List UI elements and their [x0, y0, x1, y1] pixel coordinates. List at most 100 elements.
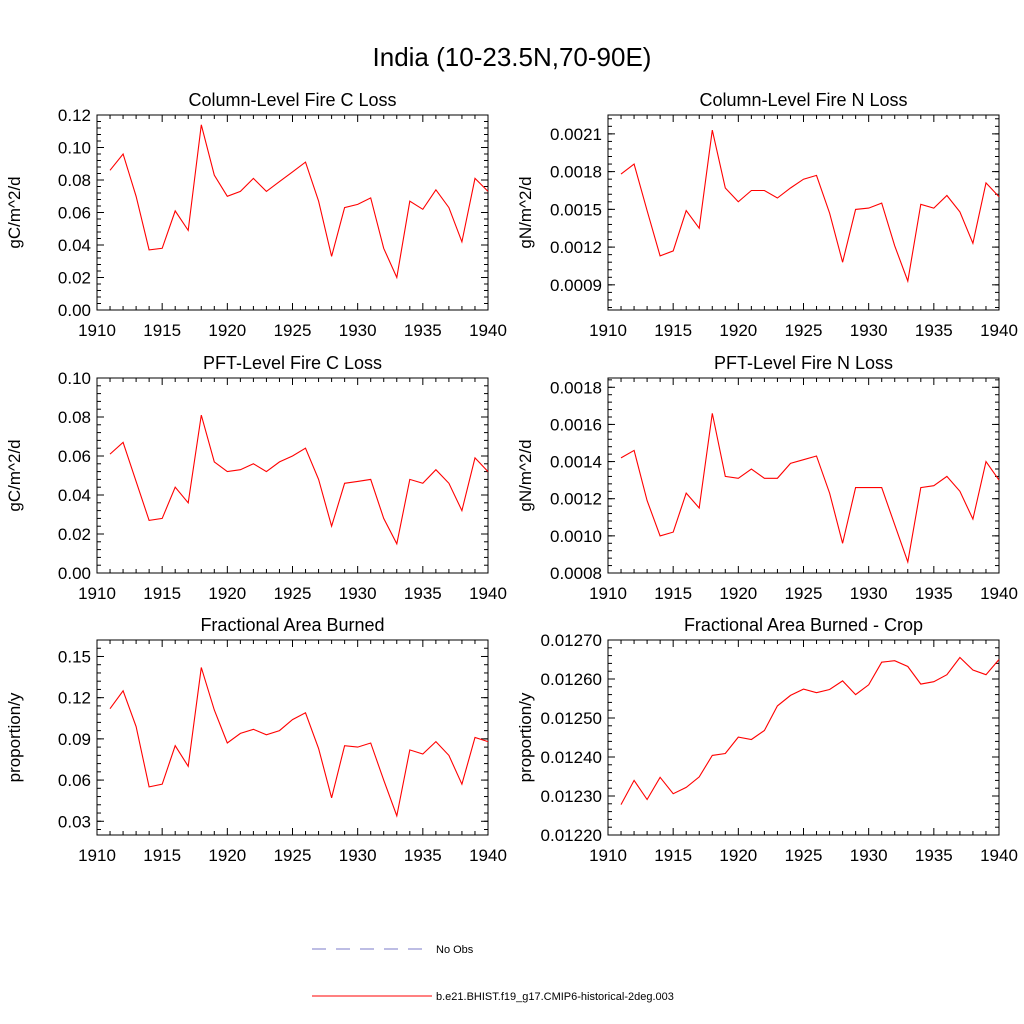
y-tick-label: 0.09 — [58, 730, 91, 749]
y-tick-label: 0.0010 — [550, 527, 602, 546]
x-tick-label: 1940 — [469, 321, 507, 340]
y-tick-label: 0.0018 — [550, 163, 602, 182]
y-axis-label: gN/m^2/d — [516, 439, 535, 511]
panel-title: Fractional Area Burned — [200, 615, 384, 635]
x-tick-label: 1910 — [589, 846, 627, 865]
y-tick-label: 0.04 — [58, 486, 91, 505]
x-tick-label: 1925 — [785, 584, 823, 603]
panel-title: Fractional Area Burned - Crop — [684, 615, 923, 635]
chart-panel-4: PFT-Level Fire N Loss 1910 1915 1920 1925 193… — [516, 353, 1018, 603]
x-tick-label: 1920 — [719, 321, 757, 340]
x-tick-label: 1915 — [143, 321, 181, 340]
x-tick-label: 1915 — [654, 584, 692, 603]
x-tick-label: 1915 — [143, 846, 181, 865]
y-tick-label: 0.02 — [58, 269, 91, 288]
y-tick-label: 0.0015 — [550, 200, 602, 219]
x-tick-label: 1940 — [980, 584, 1018, 603]
plot-frame — [96, 114, 489, 311]
x-tick-label: 1910 — [589, 321, 627, 340]
y-tick-label: 0.04 — [58, 236, 91, 255]
y-tick-label: 0.01260 — [541, 670, 602, 689]
y-tick-label: 0.01230 — [541, 787, 602, 806]
x-tick-label: 1930 — [850, 846, 888, 865]
y-tick-label: 0.15 — [58, 647, 91, 666]
x-tick-label: 1935 — [404, 584, 442, 603]
plot-frame — [607, 377, 1000, 574]
x-tick-label: 1920 — [208, 584, 246, 603]
y-tick-label: 0.01250 — [541, 709, 602, 728]
x-tick-label: 1920 — [208, 846, 246, 865]
x-tick-label: 1925 — [274, 846, 312, 865]
x-tick-label: 1935 — [915, 321, 953, 340]
x-tick-label: 1910 — [78, 846, 116, 865]
y-axis-label: proportion/y — [516, 692, 535, 782]
x-tick-label: 1920 — [208, 321, 246, 340]
y-tick-label: 0.0012 — [550, 238, 602, 257]
plot-frame — [96, 639, 489, 836]
chart-panels: Column-Level Fire C Loss 1910 1915 1920 1925… — [5, 90, 1018, 865]
y-tick-label: 0.0012 — [550, 490, 602, 509]
figure-title: India (10-23.5N,70-90E) — [373, 42, 652, 72]
panel-title: Column-Level Fire N Loss — [699, 90, 907, 110]
y-axis-label: gN/m^2/d — [516, 176, 535, 248]
x-tick-label: 1930 — [339, 321, 377, 340]
chart-panel-3: PFT-Level Fire C Loss 1910 1915 1920 1925 193… — [5, 353, 507, 603]
series-line — [109, 414, 489, 546]
y-tick-label: 0.0016 — [550, 415, 602, 434]
y-tick-label: 0.0009 — [550, 276, 602, 295]
x-tick-label: 1920 — [719, 846, 757, 865]
y-tick-label: 0.06 — [58, 204, 91, 223]
plot-frame — [96, 377, 489, 574]
series-line — [620, 129, 1000, 284]
legend: No Obs b.e21.BHIST.f19_g17.CMIP6-histori… — [312, 944, 674, 1003]
y-tick-label: 0.06 — [58, 771, 91, 790]
y-tick-label: 0.00 — [58, 301, 91, 320]
x-tick-label: 1930 — [339, 584, 377, 603]
panel-title: Column-Level Fire C Loss — [188, 90, 396, 110]
y-tick-label: 0.0008 — [550, 564, 602, 583]
chart-panel-5: Fractional Area Burned 1910 1915 1920 1925 19… — [5, 615, 507, 865]
x-tick-label: 1940 — [469, 846, 507, 865]
x-tick-label: 1940 — [980, 321, 1018, 340]
x-tick-label: 1925 — [785, 846, 823, 865]
x-tick-label: 1935 — [915, 846, 953, 865]
x-tick-label: 1910 — [78, 584, 116, 603]
panel-title: PFT-Level Fire C Loss — [203, 353, 382, 373]
x-tick-label: 1940 — [980, 846, 1018, 865]
y-tick-label: 0.08 — [58, 408, 91, 427]
series-line — [620, 413, 1000, 565]
x-tick-label: 1935 — [404, 321, 442, 340]
y-tick-label: 0.01270 — [541, 631, 602, 650]
series-line — [109, 667, 489, 818]
x-tick-label: 1925 — [274, 584, 312, 603]
series-line — [109, 124, 489, 280]
series-line — [620, 656, 1000, 805]
y-tick-label: 0.01220 — [541, 826, 602, 845]
x-tick-label: 1915 — [654, 321, 692, 340]
y-axis-label: gC/m^2/d — [5, 439, 24, 511]
chart-panel-6: Fractional Area Burned - Crop 1910 1915 192… — [516, 615, 1018, 865]
y-tick-label: 0.06 — [58, 447, 91, 466]
x-tick-label: 1910 — [78, 321, 116, 340]
x-tick-label: 1930 — [850, 584, 888, 603]
y-tick-label: 0.0018 — [550, 378, 602, 397]
y-tick-label: 0.00 — [58, 564, 91, 583]
legend-label-model-run: b.e21.BHIST.f19_g17.CMIP6-historical-2de… — [436, 991, 674, 1003]
y-tick-label: 0.0014 — [550, 453, 602, 472]
plot-frame — [607, 639, 1000, 836]
y-axis-label: gC/m^2/d — [5, 176, 24, 248]
x-tick-label: 1930 — [850, 321, 888, 340]
y-tick-label: 0.03 — [58, 812, 91, 831]
y-tick-label: 0.01240 — [541, 748, 602, 767]
x-tick-label: 1935 — [404, 846, 442, 865]
x-tick-label: 1925 — [274, 321, 312, 340]
x-tick-label: 1915 — [143, 584, 181, 603]
x-tick-label: 1920 — [719, 584, 757, 603]
plot-frame — [607, 114, 1000, 311]
panel-title: PFT-Level Fire N Loss — [714, 353, 893, 373]
x-tick-label: 1940 — [469, 584, 507, 603]
x-tick-label: 1910 — [589, 584, 627, 603]
y-tick-label: 0.12 — [58, 689, 91, 708]
y-tick-label: 0.02 — [58, 525, 91, 544]
